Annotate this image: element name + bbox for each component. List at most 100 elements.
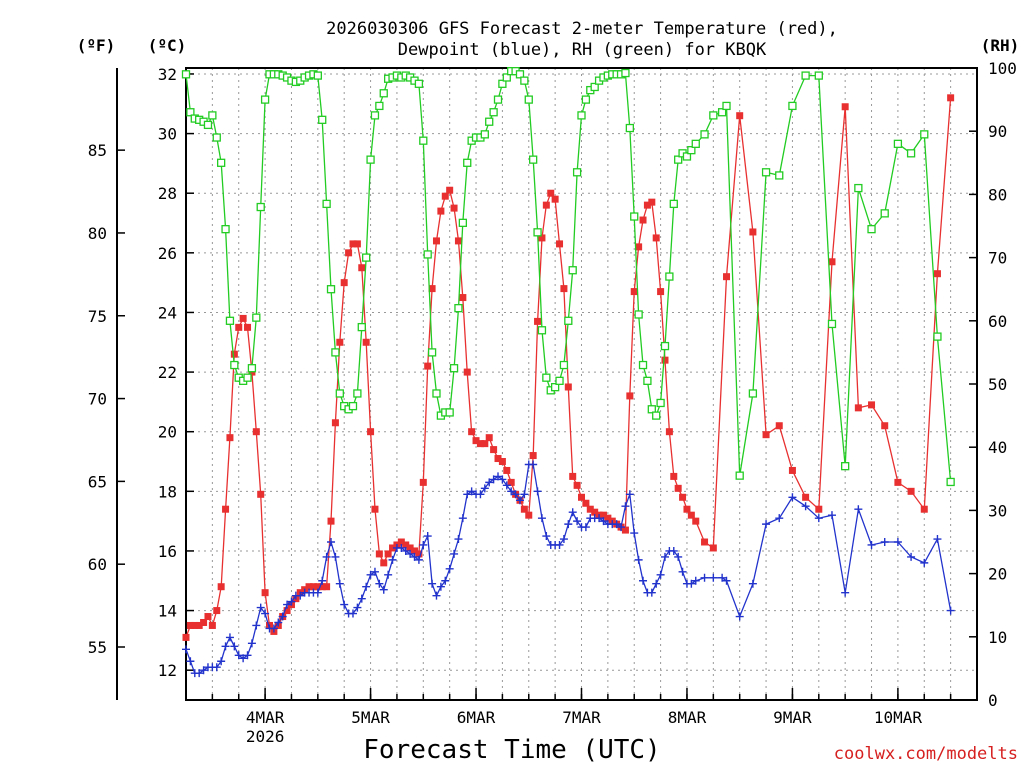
- dewpoint-point: [458, 514, 467, 523]
- rh-point: [208, 111, 217, 120]
- temperature-point: [213, 607, 221, 615]
- dewpoint-point: [357, 594, 366, 603]
- rh-point: [524, 95, 533, 104]
- dewpoint-point: [762, 520, 771, 529]
- temperature-point: [318, 583, 326, 591]
- rh-point: [735, 471, 744, 480]
- x-tick-label: 5MAR: [351, 708, 390, 727]
- rh-point: [375, 101, 384, 111]
- rh-point: [555, 376, 564, 385]
- temperature-point: [679, 493, 687, 501]
- temperature-point: [371, 505, 379, 513]
- dewpoint-point: [327, 538, 336, 546]
- temperature-point: [454, 237, 462, 245]
- dewpoint-point: [353, 603, 362, 612]
- temperature-point: [411, 547, 419, 555]
- dewpoint-point: [397, 543, 406, 552]
- rh-point: [335, 389, 344, 398]
- celsius-tick-label: 22: [158, 363, 177, 382]
- temperature-point: [639, 216, 647, 224]
- temperature-point: [349, 240, 357, 248]
- dewpoint-point: [384, 570, 393, 579]
- rh-point: [550, 383, 560, 392]
- temperature-point: [336, 338, 344, 346]
- celsius-tick-label: 20: [158, 423, 177, 442]
- temperature-point: [367, 428, 375, 436]
- temperature-point: [621, 526, 629, 534]
- dewpoint-point: [573, 517, 582, 526]
- rh-point: [370, 111, 380, 120]
- x-tick-sublabel: 2026: [246, 727, 285, 746]
- rh-point: [533, 228, 542, 237]
- rh-point: [717, 108, 727, 117]
- rh-point: [880, 209, 889, 218]
- dewpoint-point: [225, 633, 234, 642]
- rh-point: [634, 310, 643, 319]
- temperature-point: [195, 621, 203, 629]
- dewpoint-point: [529, 460, 538, 469]
- dewpoint-point: [621, 502, 630, 511]
- dewpoint-point: [379, 585, 388, 594]
- rh-point: [577, 111, 586, 120]
- temperature-point: [534, 317, 542, 325]
- temperature-point: [529, 452, 537, 460]
- rh-point: [814, 71, 823, 80]
- rh-point: [920, 130, 929, 139]
- rh-point: [485, 117, 494, 126]
- x-tick-label: 10MAR: [874, 708, 923, 727]
- dewpoint-point: [537, 514, 546, 523]
- rh-point: [449, 364, 459, 373]
- dewpoint-point: [652, 579, 661, 588]
- rh-point: [186, 108, 195, 117]
- temperature-point: [802, 493, 810, 501]
- dewpoint-point: [467, 487, 476, 496]
- dewpoint-point: [700, 573, 709, 582]
- temperature-point: [257, 490, 265, 498]
- celsius-tick-label: 32: [158, 65, 177, 84]
- dewpoint-point: [568, 508, 577, 517]
- dewpoint-point: [827, 511, 836, 520]
- dewpoint-point: [261, 609, 270, 618]
- rh-point: [893, 139, 903, 148]
- dewpoint-point: [612, 520, 621, 529]
- rh-point: [621, 68, 630, 78]
- dewpoint-point: [366, 570, 375, 579]
- dewpoint-point: [436, 582, 445, 591]
- dewpoint-point: [217, 657, 226, 666]
- dewpoint-point: [401, 546, 410, 555]
- temperature-point: [586, 505, 594, 513]
- dewpoint-point: [269, 624, 278, 633]
- rh-point: [221, 225, 230, 234]
- dewpoint-point: [647, 588, 656, 597]
- temperature-point: [217, 583, 225, 591]
- temperature-point: [186, 621, 194, 629]
- rh-point: [313, 71, 322, 80]
- rh-point: [669, 199, 678, 209]
- dewpoint-point: [186, 657, 195, 666]
- rh-point: [362, 253, 371, 262]
- temperature-point: [428, 285, 436, 293]
- dewpoint-point: [283, 600, 292, 609]
- rh-point: [572, 168, 582, 177]
- chart-title-line-1: 2026030306 GFS Forecast 2-meter Temperat…: [326, 19, 838, 39]
- temperature-point: [182, 633, 190, 641]
- dewpoint-point: [234, 651, 243, 660]
- temperature-point: [200, 618, 208, 626]
- celsius-tick-label: 18: [158, 482, 177, 501]
- rh-point: [867, 225, 876, 234]
- rh-point: [652, 411, 661, 420]
- temperature-point: [208, 621, 216, 629]
- dewpoint-point: [625, 490, 634, 499]
- temperature-point: [560, 285, 568, 293]
- rh-tick-label: 100: [988, 59, 1017, 78]
- rh-point: [933, 332, 942, 341]
- temperature-point: [239, 314, 247, 322]
- rh-point: [458, 218, 468, 227]
- dewpoint-point: [278, 612, 287, 621]
- dewpoint-point: [920, 558, 929, 567]
- temperature-point: [775, 422, 783, 430]
- dewpoint-point: [441, 576, 450, 585]
- dewpoint-point: [520, 490, 529, 499]
- temperature-point: [692, 517, 700, 525]
